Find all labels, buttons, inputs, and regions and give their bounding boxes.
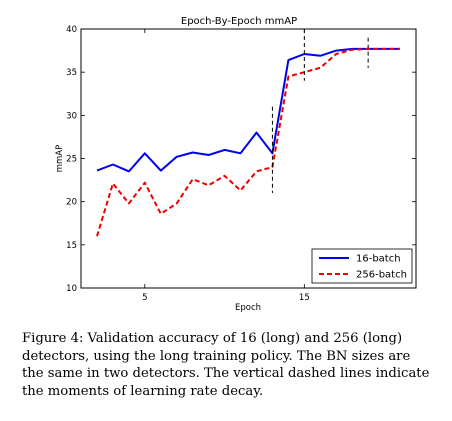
series-line-16-batch [96, 47, 400, 173]
chart-title: Epoch-By-Epoch mmAP [181, 16, 297, 27]
y-tick-label: 25 [66, 155, 77, 165]
y-tick-label: 20 [66, 198, 77, 208]
x-tick-label: 15 [299, 293, 310, 303]
chart-legend: 16-batch 256-batch [311, 248, 413, 284]
y-tick-label: 30 [66, 111, 77, 121]
legend-label-256-batch: 256-batch [356, 270, 407, 281]
y-tick-label: 40 [66, 25, 77, 35]
series-line-256-batch [96, 47, 400, 237]
figure-caption: Figure 4: Validation accuracy of 16 (long… [22, 330, 432, 400]
x-tick-label: 5 [142, 293, 147, 303]
y-tick-label: 15 [66, 241, 77, 251]
legend-label-16-batch: 16-batch [356, 254, 401, 265]
y-tick-label: 10 [66, 284, 77, 294]
y-tick-label: 35 [66, 68, 77, 78]
legend-box [311, 248, 413, 284]
caption-text: Validation accuracy of 16 (long) and 256… [22, 331, 430, 399]
y-axis-label: mmAP [55, 145, 65, 173]
x-axis-label: Epoch [235, 303, 261, 313]
caption-label: Figure 4: [22, 331, 84, 346]
